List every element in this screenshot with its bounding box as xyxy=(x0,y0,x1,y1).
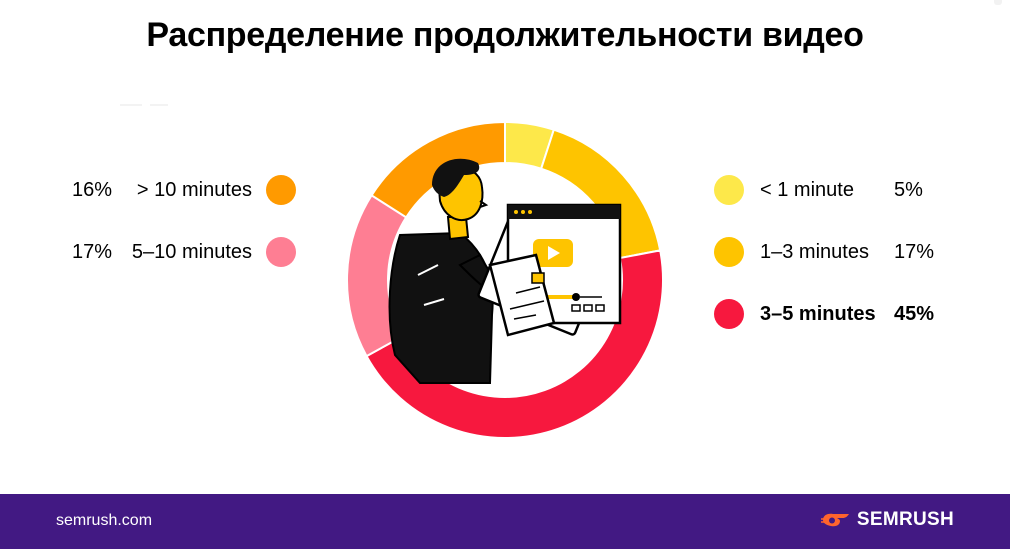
tablet-illustration xyxy=(477,203,622,337)
legend-swatch xyxy=(714,299,744,329)
legend-swatch xyxy=(266,237,296,267)
legend-label: 1–3 minutes xyxy=(760,240,869,263)
footer-bar: semrush.com SEMRUSH xyxy=(0,494,1010,549)
legend-label: > 10 minutes xyxy=(136,178,252,201)
decor-mark xyxy=(150,104,168,106)
semrush-logo-icon xyxy=(820,513,849,527)
brand-logo: SEMRUSH xyxy=(820,509,954,531)
legend-label: 3–5 minutes xyxy=(760,302,876,325)
legend-item-over-10-minutes: 16% > 10 minutes xyxy=(0,174,300,206)
decor-mark xyxy=(120,104,142,106)
legend-label: < 1 minute xyxy=(760,178,854,201)
legend-value: 17% xyxy=(894,240,935,263)
legend-label: 5–10 minutes xyxy=(131,240,252,263)
footer-site-link[interactable]: semrush.com xyxy=(56,512,153,529)
legend-value: 5% xyxy=(894,178,923,201)
legend-value: 16% xyxy=(71,178,112,201)
brand-name: SEMRUSH xyxy=(856,509,954,530)
legend-value: 17% xyxy=(71,240,112,263)
legend-value: 45% xyxy=(894,302,935,325)
legend-item-under-1-minute: < 1 minute 5% xyxy=(700,174,980,206)
legend-item-3-5-minutes: 3–5 minutes 45% xyxy=(700,298,980,330)
legend-item-1-3-minutes: 1–3 minutes 17% xyxy=(700,236,980,268)
legend-swatch xyxy=(714,237,744,267)
decor-dot xyxy=(994,0,1002,5)
legend-swatch xyxy=(266,175,296,205)
donut-chart xyxy=(346,120,664,439)
chart-title: Распределение продолжительности видео xyxy=(146,16,864,54)
legend-item-5-10-minutes: 17% 5–10 minutes xyxy=(0,236,300,268)
legend-swatch xyxy=(714,175,744,205)
